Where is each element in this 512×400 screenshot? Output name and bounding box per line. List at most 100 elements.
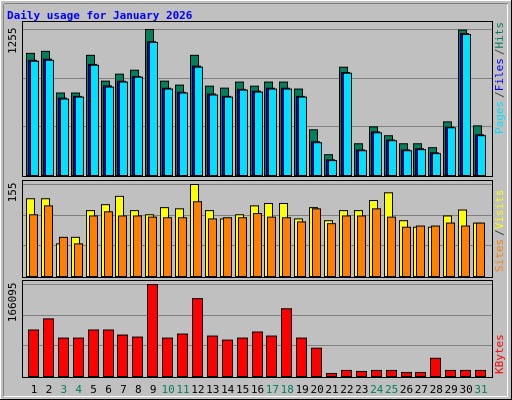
x-tick-label: 30 xyxy=(459,383,472,396)
x-tick-label: 29 xyxy=(445,383,458,396)
bar xyxy=(45,59,54,177)
bar xyxy=(252,331,263,377)
x-tick-label: 6 xyxy=(105,383,112,396)
bar xyxy=(224,96,233,176)
x-tick-label: 7 xyxy=(120,383,127,396)
bar xyxy=(74,243,83,278)
x-tick-label: 9 xyxy=(150,383,157,396)
bar xyxy=(298,96,307,176)
legend-separator: / xyxy=(493,49,506,56)
bar xyxy=(133,215,142,278)
x-tick-label: 23 xyxy=(355,383,368,396)
bar xyxy=(415,371,426,377)
x-tick-label: 8 xyxy=(135,383,142,396)
bar xyxy=(313,142,322,176)
bar xyxy=(432,153,441,177)
bar xyxy=(296,337,307,377)
bar xyxy=(207,335,218,378)
bar xyxy=(475,369,486,377)
x-tick-label: 11 xyxy=(176,383,189,396)
bar xyxy=(356,370,367,377)
bar xyxy=(343,72,352,176)
bar xyxy=(461,225,470,277)
bar xyxy=(266,335,277,378)
bar xyxy=(462,34,471,176)
bar xyxy=(447,127,456,176)
y-tick-label: 166095 xyxy=(6,283,19,323)
bar xyxy=(89,215,98,278)
bar xyxy=(403,150,412,177)
bar xyxy=(222,339,233,377)
x-tick-label: 27 xyxy=(415,383,428,396)
bar xyxy=(388,140,397,177)
legend: Pages/Files/Hits xyxy=(493,22,506,134)
bar xyxy=(28,329,39,377)
bar xyxy=(179,92,188,176)
bar xyxy=(297,221,306,278)
bar xyxy=(430,357,441,378)
bar xyxy=(238,217,247,277)
bar xyxy=(147,284,158,377)
bar xyxy=(88,329,99,377)
bar xyxy=(254,91,263,176)
bar xyxy=(417,149,426,176)
bar xyxy=(209,94,218,176)
legend-entry: Sites xyxy=(493,239,506,272)
legend: KBytes xyxy=(493,334,506,374)
bar xyxy=(118,215,127,278)
x-tick-label: 2 xyxy=(46,383,53,396)
bar xyxy=(387,216,396,277)
x-tick-label: 25 xyxy=(385,383,398,396)
bar xyxy=(177,333,188,377)
x-tick-label: 22 xyxy=(340,383,353,396)
legend-entry: KBytes xyxy=(493,334,506,374)
bar xyxy=(194,66,203,176)
bar xyxy=(239,89,248,176)
bar xyxy=(59,236,68,277)
x-tick-label: 14 xyxy=(221,383,235,396)
bar xyxy=(402,226,411,278)
bar xyxy=(267,216,276,277)
bar xyxy=(104,211,113,277)
bar xyxy=(373,132,382,176)
bar xyxy=(237,337,248,377)
x-tick-label: 12 xyxy=(191,383,204,396)
legend-separator: / xyxy=(493,229,506,236)
x-tick-label: 10 xyxy=(161,383,174,396)
bar xyxy=(416,225,425,277)
bar xyxy=(223,217,232,277)
bar xyxy=(192,298,203,378)
bar xyxy=(60,98,69,176)
bar xyxy=(29,214,38,277)
legend-entry: Files xyxy=(493,58,506,91)
legend-separator: / xyxy=(493,91,506,98)
x-tick-label: 20 xyxy=(310,383,323,396)
bar xyxy=(358,150,367,177)
bar xyxy=(460,369,471,377)
bar xyxy=(162,337,173,377)
bar xyxy=(268,88,277,176)
x-tick-label: 21 xyxy=(325,383,338,396)
bar xyxy=(357,215,366,278)
legend-entry: Pages xyxy=(493,101,506,134)
bar xyxy=(446,222,455,277)
bar xyxy=(431,225,440,277)
bar xyxy=(44,205,53,277)
bar xyxy=(163,217,172,277)
bar xyxy=(132,336,143,378)
bar xyxy=(282,217,291,277)
bar xyxy=(341,369,352,377)
bar xyxy=(326,372,337,378)
x-tick-label: 5 xyxy=(90,383,97,396)
bar xyxy=(58,337,69,377)
x-tick-label: 31 xyxy=(474,383,487,396)
x-tick-label: 26 xyxy=(400,383,413,396)
x-tick-label: 1 xyxy=(31,383,38,396)
bar xyxy=(105,86,114,176)
x-tick-label: 18 xyxy=(281,383,294,396)
bar xyxy=(401,371,412,377)
x-tick-label: 3 xyxy=(60,383,67,396)
bar xyxy=(328,160,337,176)
bar xyxy=(30,60,39,176)
bar xyxy=(477,135,486,176)
